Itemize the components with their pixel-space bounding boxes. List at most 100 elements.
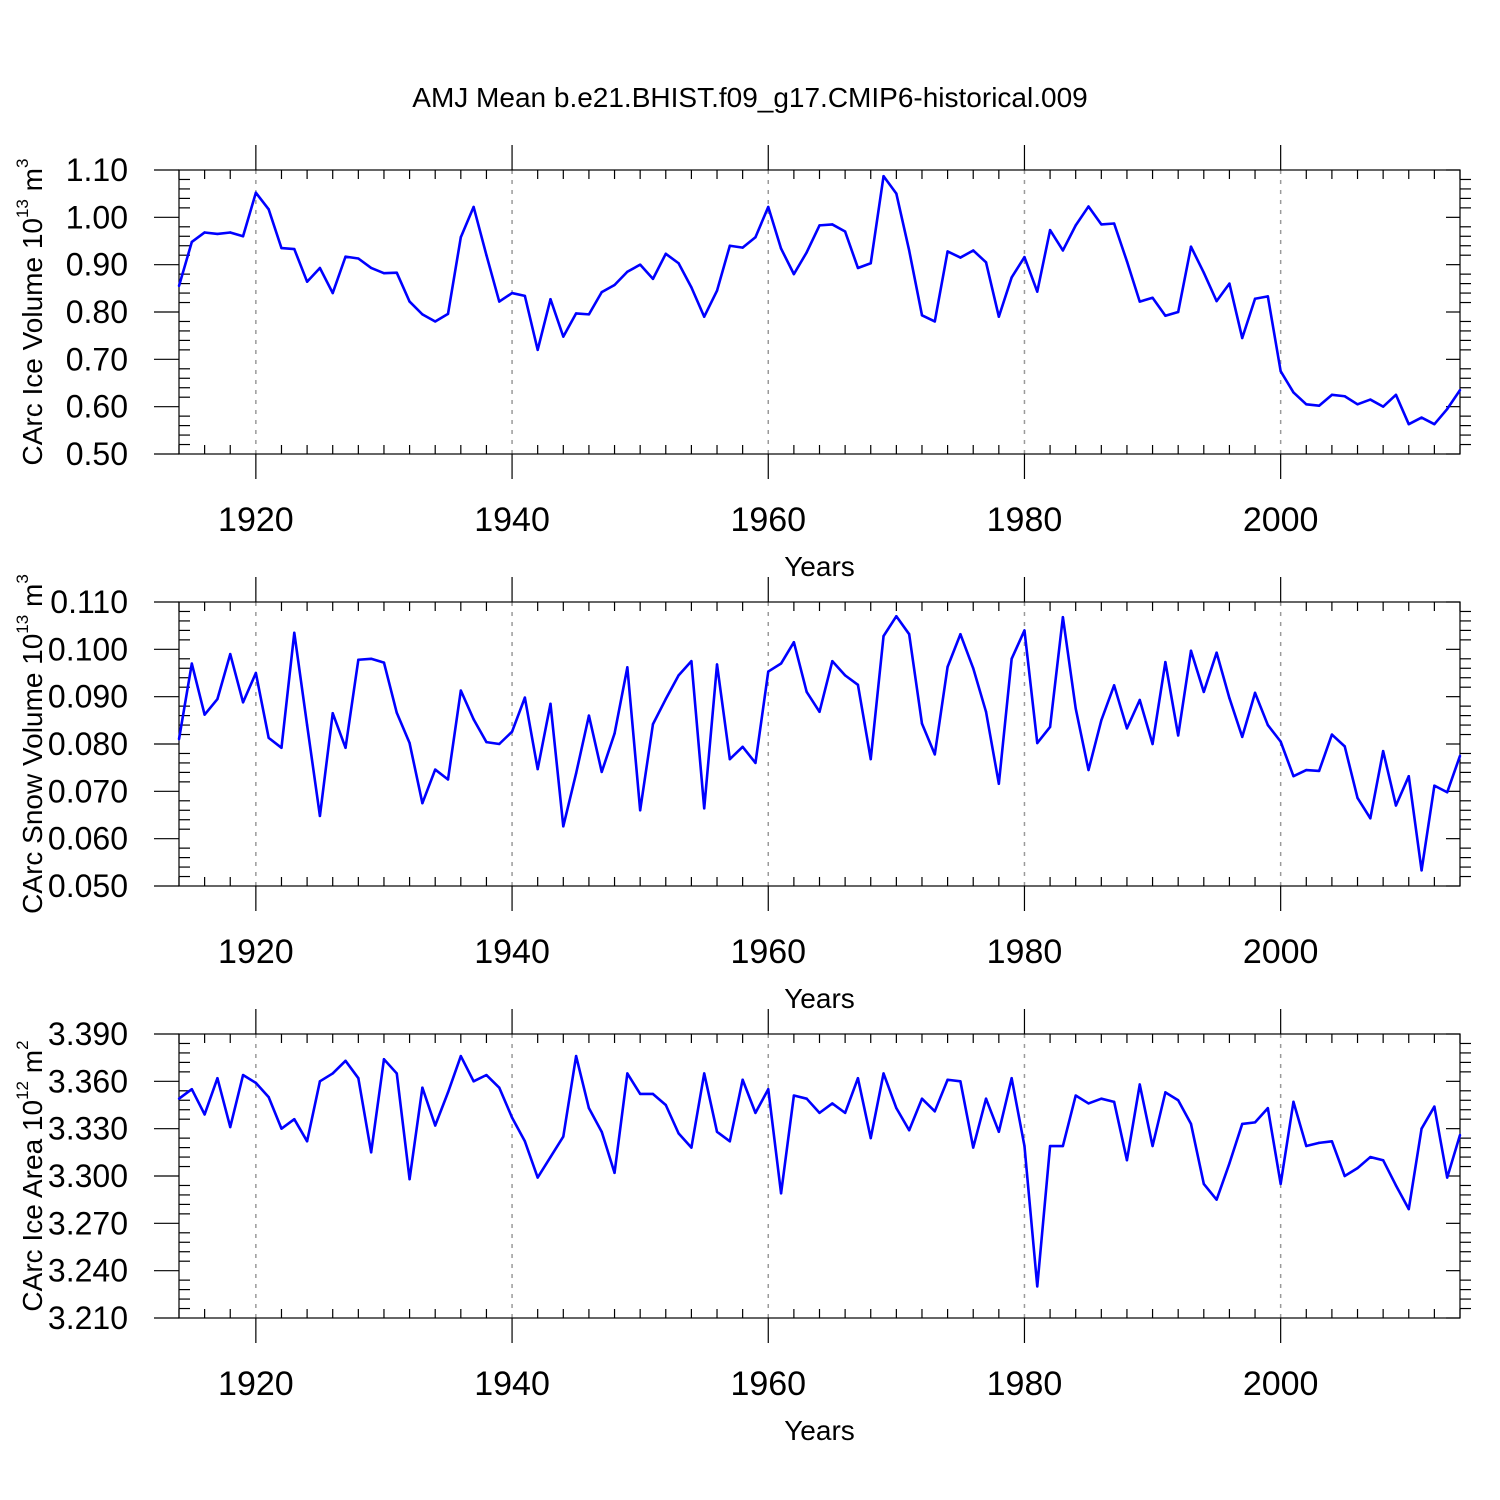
y-axis-label: CArc Snow Volume 1013 m3 xyxy=(13,574,48,914)
data-point xyxy=(1394,804,1398,807)
data-point xyxy=(1202,1182,1206,1186)
data-point xyxy=(831,659,834,663)
data-point xyxy=(382,271,386,275)
data-point xyxy=(984,261,988,264)
data-point xyxy=(331,712,334,715)
data-point xyxy=(344,746,347,749)
x-tick-label: 1960 xyxy=(730,933,806,971)
data-point xyxy=(626,666,629,669)
data-point xyxy=(741,745,744,749)
data-point xyxy=(664,252,667,255)
data-point xyxy=(638,263,642,266)
data-point xyxy=(997,1130,1001,1134)
data-point xyxy=(459,1054,463,1058)
x-tick-label: 1940 xyxy=(474,501,550,539)
data-point xyxy=(241,701,245,704)
data-point xyxy=(190,240,194,244)
x-axis-label: Years xyxy=(784,983,855,1014)
data-point xyxy=(369,1151,373,1154)
data-point xyxy=(933,753,936,756)
data-point xyxy=(408,300,411,303)
data-point xyxy=(1112,684,1116,687)
data-point xyxy=(1369,1155,1372,1159)
data-point xyxy=(510,730,514,733)
data-point xyxy=(818,224,821,227)
data-point xyxy=(600,1130,603,1134)
data-point xyxy=(972,249,975,252)
data-point xyxy=(1305,768,1308,772)
data-point xyxy=(1292,391,1295,394)
data-point xyxy=(177,738,181,741)
data-point xyxy=(293,631,296,634)
data-point xyxy=(946,665,949,669)
data-point xyxy=(1266,723,1270,727)
data-point xyxy=(882,174,885,178)
data-point xyxy=(1381,749,1385,753)
data-point xyxy=(613,732,616,735)
data-point xyxy=(1253,297,1257,300)
data-point xyxy=(1189,1122,1193,1126)
data-point xyxy=(677,262,680,265)
data-point xyxy=(805,690,808,694)
data-point xyxy=(408,1177,411,1181)
data-point xyxy=(254,671,258,675)
x-tick-label: 1920 xyxy=(218,933,294,971)
data-point xyxy=(382,1058,386,1061)
data-point xyxy=(728,1140,732,1143)
y-tick-label: 3.240 xyxy=(48,1253,128,1289)
data-point xyxy=(946,1078,949,1081)
data-point xyxy=(1125,727,1129,730)
x-tick-label: 1980 xyxy=(987,1365,1063,1403)
data-point xyxy=(1176,734,1180,737)
data-point xyxy=(485,1073,488,1077)
data-point xyxy=(1074,707,1077,710)
data-point xyxy=(267,1095,270,1099)
data-point xyxy=(1176,1099,1180,1102)
data-point xyxy=(1279,1182,1282,1186)
y-axis-label-ylabel-unit-exp: 2 xyxy=(13,1040,32,1049)
data-point xyxy=(472,205,475,209)
data-point xyxy=(190,1088,194,1091)
data-point xyxy=(446,312,450,316)
y-tick-label: 0.050 xyxy=(48,868,128,904)
y-tick-label: 3.330 xyxy=(48,1111,128,1147)
data-point xyxy=(1356,796,1359,800)
data-point xyxy=(1317,1141,1321,1145)
data-point xyxy=(229,1125,232,1129)
data-point xyxy=(241,1073,245,1077)
y-axis-label: CArc Ice Volume 1013 m3 xyxy=(13,159,48,466)
y-tick-label: 0.50 xyxy=(66,436,128,472)
data-point xyxy=(523,294,527,298)
data-point xyxy=(779,1192,783,1195)
data-point xyxy=(1202,690,1206,694)
x-tick-label: 1940 xyxy=(474,1365,550,1403)
data-point xyxy=(1125,1159,1129,1162)
data-point xyxy=(818,1111,821,1115)
data-point xyxy=(754,1111,757,1115)
data-point xyxy=(190,662,194,665)
data-point xyxy=(574,1054,578,1058)
data-point xyxy=(1305,1144,1308,1148)
data-point xyxy=(1241,1122,1244,1126)
data-point xyxy=(1241,735,1244,739)
data-point xyxy=(1292,1100,1295,1104)
data-point xyxy=(1266,295,1270,298)
data-point xyxy=(1164,1091,1167,1094)
y-tick-label: 3.300 xyxy=(48,1158,128,1194)
data-point xyxy=(1112,1100,1116,1104)
y-tick-label: 0.070 xyxy=(48,773,128,809)
data-point xyxy=(1266,1106,1270,1110)
data-point xyxy=(267,736,270,740)
data-point xyxy=(1138,300,1141,303)
data-point xyxy=(1330,1140,1334,1143)
data-point xyxy=(600,770,603,774)
data-point xyxy=(754,761,757,765)
y-tick-label: 0.060 xyxy=(48,821,128,857)
data-point xyxy=(690,1146,693,1149)
data-point xyxy=(1010,657,1013,660)
data-point xyxy=(408,741,411,745)
data-point xyxy=(1279,369,1282,373)
data-point xyxy=(562,825,565,828)
data-point xyxy=(1394,393,1398,397)
